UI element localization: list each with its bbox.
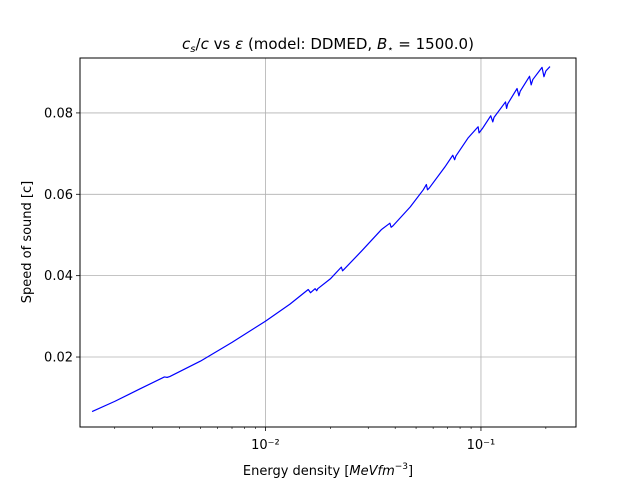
y-axis-label: Speed of sound [c] (20, 181, 35, 303)
x-axis-label: Energy density [MeVfm−3] (243, 462, 413, 479)
chart-title: cs/c vs ε (model: DDMED, B⋆ = 1500.0) (182, 35, 474, 55)
y-tick-label: 0.02 (44, 351, 73, 366)
x-tick-label: 10⁻² (251, 438, 280, 453)
grid (80, 58, 576, 427)
y-tick-label: 0.06 (44, 188, 73, 203)
plot-frame (79, 57, 577, 428)
x-tick-label: 10⁻¹ (467, 438, 496, 453)
ticks: 10⁻² 10⁻¹ 0.02 0.04 0.06 0.08 (44, 106, 547, 453)
y-tick-label: 0.04 (44, 269, 73, 284)
y-tick-label: 0.08 (44, 106, 73, 121)
series-layer (91, 66, 551, 413)
series-line (91, 66, 551, 413)
